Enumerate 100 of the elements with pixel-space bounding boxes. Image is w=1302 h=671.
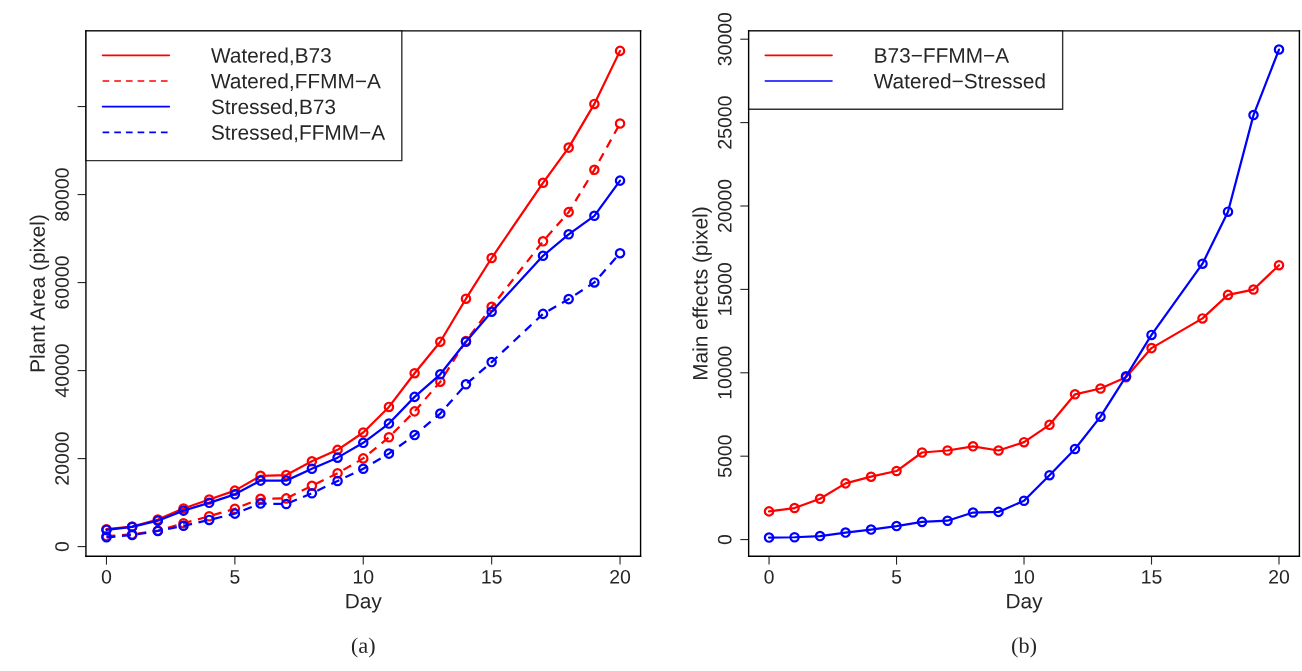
point <box>814 493 826 504</box>
point <box>763 532 775 543</box>
point <box>563 293 574 305</box>
x-tick-label: 5 <box>891 570 902 584</box>
y-tick-label: 20000 <box>55 432 69 485</box>
point <box>486 301 497 313</box>
legend-label: B73−FFMM−A <box>875 48 1010 63</box>
point <box>840 527 851 538</box>
point <box>789 502 800 514</box>
point <box>306 456 318 467</box>
point <box>435 408 446 419</box>
point <box>460 379 472 390</box>
point <box>1273 259 1285 271</box>
x-tick-label: 10 <box>353 569 374 584</box>
point <box>589 98 600 110</box>
point <box>255 498 266 509</box>
point <box>537 236 549 247</box>
point <box>409 406 420 417</box>
point <box>1248 109 1259 121</box>
x-tick-label: 20 <box>610 569 631 584</box>
x-tick-label: 5 <box>230 570 240 584</box>
point <box>891 520 902 532</box>
point <box>203 497 215 509</box>
point <box>409 367 420 379</box>
y-axis-title: Main effects (pixel) <box>692 207 712 380</box>
point <box>435 336 446 347</box>
point <box>589 164 600 176</box>
point <box>942 445 953 456</box>
point <box>840 478 851 489</box>
point <box>993 506 1004 518</box>
point <box>1197 313 1208 324</box>
point <box>789 531 800 543</box>
point <box>1095 411 1106 422</box>
point <box>1222 206 1234 217</box>
point <box>280 469 292 481</box>
y-tick-label: 0 <box>55 541 69 552</box>
point <box>537 308 549 320</box>
point <box>357 453 369 464</box>
point <box>1197 258 1208 269</box>
x-tick-label: 0 <box>764 569 774 584</box>
point <box>865 524 877 535</box>
point <box>332 444 343 456</box>
point <box>383 432 395 443</box>
point <box>1146 342 1157 354</box>
point <box>306 463 318 475</box>
y-axis-title: Plant Area (pixel) <box>29 215 50 372</box>
point <box>229 489 241 500</box>
point <box>993 445 1004 456</box>
text: (a) <box>351 637 375 658</box>
point <box>332 467 343 479</box>
point <box>486 306 497 317</box>
point <box>563 142 574 153</box>
point <box>1146 329 1157 341</box>
legend-label: Watered−Stressed <box>873 73 1045 89</box>
point <box>229 508 241 519</box>
point <box>229 503 241 515</box>
point <box>1044 469 1055 481</box>
point <box>1273 44 1285 55</box>
y-tick-label: 30000 <box>717 12 732 66</box>
point <box>460 293 472 304</box>
point <box>280 475 292 486</box>
point <box>614 118 626 129</box>
point <box>967 441 979 452</box>
point <box>383 401 395 413</box>
point <box>280 493 292 504</box>
y-tick-label: 15000 <box>717 263 732 315</box>
point <box>891 465 902 477</box>
point <box>563 229 574 240</box>
point <box>332 452 343 463</box>
point <box>814 530 826 542</box>
point <box>1095 383 1106 394</box>
point <box>589 210 600 222</box>
point <box>916 447 928 458</box>
text: (b) <box>1012 637 1036 658</box>
x-tick-label: 10 <box>1014 569 1035 584</box>
y-tick-label: 80000 <box>55 168 69 221</box>
x-tick-label: 15 <box>1142 570 1162 584</box>
point <box>563 206 574 218</box>
point <box>589 277 600 288</box>
y-tick-label: 25000 <box>717 96 732 149</box>
point <box>865 471 877 482</box>
point <box>1248 284 1259 295</box>
point <box>1069 389 1081 400</box>
x-axis-title: Day <box>346 593 382 613</box>
point <box>486 252 497 264</box>
point <box>1018 436 1030 448</box>
point <box>255 493 266 505</box>
point <box>614 175 626 186</box>
x-tick-label: 20 <box>1269 569 1290 584</box>
legend-label: Watered,FFMM−A <box>211 73 381 91</box>
x-tick-label: 0 <box>101 569 112 584</box>
point <box>942 515 953 527</box>
point <box>537 177 549 189</box>
point <box>357 437 369 449</box>
point <box>614 247 626 259</box>
y-tick-label: 5000 <box>717 435 732 478</box>
y-tick-label: 10000 <box>717 346 732 399</box>
point <box>763 506 775 517</box>
y-tick-label: 40000 <box>55 344 69 398</box>
legend-label: Stressed,B73 <box>211 98 336 117</box>
